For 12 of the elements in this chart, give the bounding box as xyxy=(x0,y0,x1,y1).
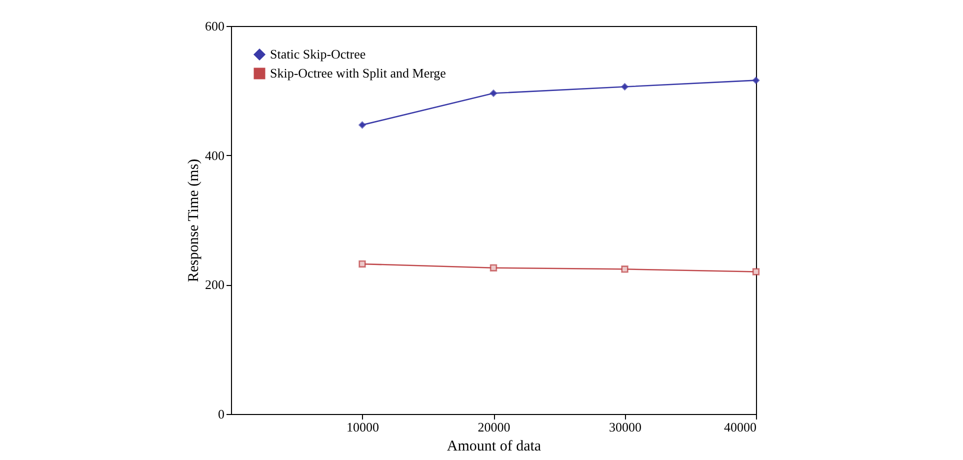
x-axis-title: Amount of data xyxy=(446,438,542,454)
y-tick-label: 600 xyxy=(205,18,224,34)
x-tick-label: 20000 xyxy=(478,420,510,434)
x-tick-label: 40000 xyxy=(724,420,756,434)
y-tick-label: 0 xyxy=(218,406,224,422)
y-axis-title: Response Time (ms) xyxy=(186,158,202,282)
legend-label: Static Skip-Octree xyxy=(270,46,366,62)
y-tick-label: 400 xyxy=(205,148,224,163)
x-tick-label: 10000 xyxy=(346,420,379,434)
x-tick-label: 30000 xyxy=(609,420,642,434)
y-tick-label: 200 xyxy=(205,277,224,292)
legend-label: Skip-Octree with Split and Merge xyxy=(270,66,446,80)
